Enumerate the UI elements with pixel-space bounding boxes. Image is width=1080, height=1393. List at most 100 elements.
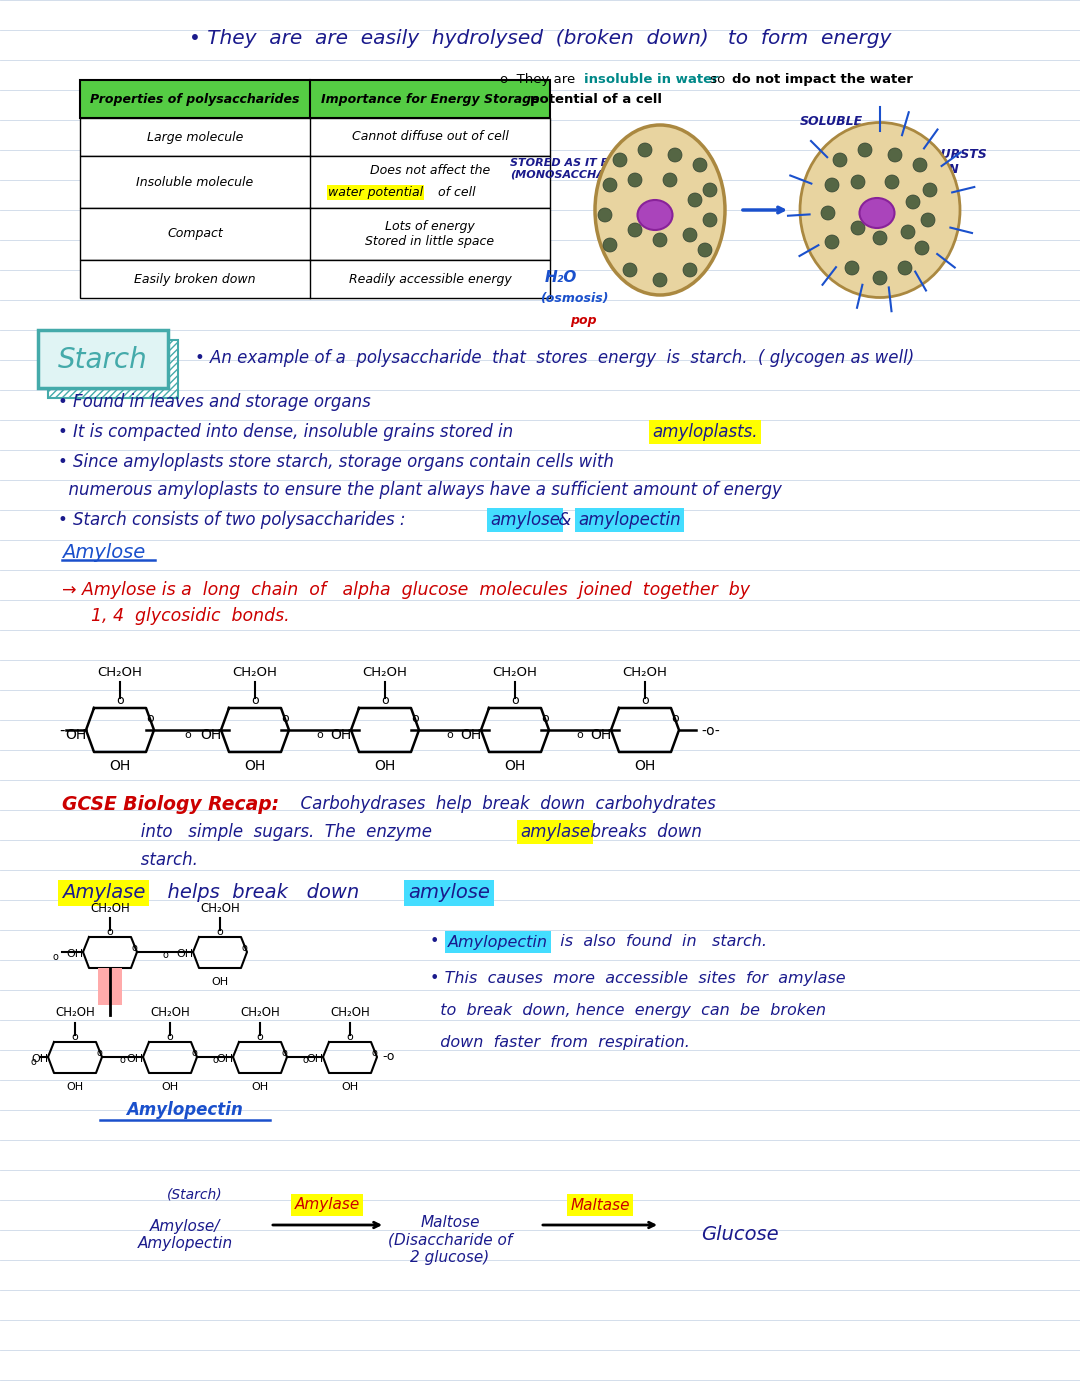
Text: SOLUBLE: SOLUBLE	[800, 116, 863, 128]
Text: Insoluble molecule: Insoluble molecule	[136, 176, 254, 188]
Text: o: o	[302, 1055, 308, 1066]
Text: o: o	[257, 1032, 264, 1042]
Text: OH: OH	[212, 976, 229, 988]
Text: OH: OH	[504, 759, 526, 773]
Text: of cell: of cell	[430, 185, 475, 199]
Text: OH: OH	[67, 949, 83, 958]
Text: o: o	[191, 1048, 197, 1059]
Text: o  They are: o They are	[500, 72, 580, 86]
Text: • An example of a  polysaccharide  that  stores  energy  is  starch.  ( glycogen: • An example of a polysaccharide that st…	[195, 350, 915, 366]
FancyBboxPatch shape	[80, 118, 550, 156]
Text: is  also  found  in   starch.: is also found in starch.	[550, 935, 767, 950]
Text: OH: OH	[201, 729, 221, 742]
Text: Cannot diffuse out of cell: Cannot diffuse out of cell	[352, 131, 509, 143]
Text: o: o	[184, 730, 191, 740]
Text: o: o	[107, 926, 113, 937]
FancyBboxPatch shape	[80, 260, 550, 298]
Text: so: so	[706, 72, 729, 86]
Text: → Amylose is a  long  chain  of   alpha  glucose  molecules  joined  together  b: → Amylose is a long chain of alpha gluco…	[62, 581, 750, 599]
Text: OH: OH	[66, 729, 86, 742]
Circle shape	[627, 173, 642, 187]
Text: CH₂OH: CH₂OH	[363, 666, 407, 678]
Text: Does not affect the: Does not affect the	[369, 164, 490, 177]
Text: water potential: water potential	[328, 185, 423, 199]
Text: o: o	[281, 1048, 287, 1059]
Circle shape	[821, 206, 835, 220]
Text: Amylopectin: Amylopectin	[126, 1100, 243, 1119]
Text: starch.: starch.	[62, 851, 198, 869]
FancyBboxPatch shape	[80, 79, 550, 118]
Text: CH₂OH: CH₂OH	[492, 666, 538, 678]
Text: 1, 4  glycosidic  bonds.: 1, 4 glycosidic bonds.	[80, 607, 289, 625]
Circle shape	[627, 223, 642, 237]
Text: do not impact the water: do not impact the water	[732, 72, 913, 86]
Text: Carbohydrases  help  break  down  carbohydrates: Carbohydrases help break down carbohydra…	[291, 795, 716, 814]
Circle shape	[851, 176, 865, 189]
Circle shape	[921, 213, 935, 227]
Text: OH: OH	[67, 1082, 83, 1092]
Circle shape	[825, 235, 839, 249]
Text: Amylase: Amylase	[62, 883, 146, 903]
Text: OH: OH	[161, 1082, 178, 1092]
Text: Importance for Energy Storage: Importance for Energy Storage	[321, 92, 539, 106]
Text: CH₂OH: CH₂OH	[90, 901, 130, 914]
Text: CH₂OH: CH₂OH	[622, 666, 667, 678]
Text: OH: OH	[176, 949, 193, 958]
Circle shape	[693, 157, 707, 171]
Text: o: o	[166, 1032, 174, 1042]
Text: breaks  down: breaks down	[580, 823, 702, 841]
Text: o: o	[212, 1055, 218, 1066]
Text: amylose: amylose	[490, 511, 561, 529]
Circle shape	[858, 143, 872, 157]
Text: insoluble in water: insoluble in water	[584, 72, 719, 86]
Text: amylase: amylase	[519, 823, 590, 841]
Circle shape	[603, 178, 617, 192]
Text: • Starch consists of two polysaccharides :: • Starch consists of two polysaccharides…	[58, 511, 410, 529]
Text: o: o	[347, 1032, 353, 1042]
Text: OH: OH	[126, 1055, 144, 1064]
Text: OH: OH	[102, 976, 119, 988]
Circle shape	[653, 233, 667, 247]
Text: o: o	[217, 926, 224, 937]
Circle shape	[845, 260, 859, 274]
Text: to  break  down, hence  energy  can  be  broken: to break down, hence energy can be broke…	[430, 1003, 826, 1017]
Text: OH: OH	[244, 759, 266, 773]
Circle shape	[901, 226, 915, 240]
Text: Amylose: Amylose	[62, 542, 145, 561]
Text: o: o	[146, 712, 153, 726]
Text: Amylose/
Amylopectin: Amylose/ Amylopectin	[137, 1219, 232, 1251]
Text: o: o	[447, 730, 454, 740]
Text: CH₂OH: CH₂OH	[200, 901, 240, 914]
Circle shape	[923, 182, 937, 196]
Text: o: o	[52, 951, 58, 963]
Text: -o: -o	[382, 1050, 394, 1063]
Text: o: o	[577, 730, 583, 740]
Text: &: &	[553, 511, 577, 529]
Text: Easily broken down: Easily broken down	[134, 273, 256, 286]
Text: o: o	[162, 950, 167, 960]
Text: • This  causes  more  accessible  sites  for  amylase: • This causes more accessible sites for …	[430, 971, 846, 985]
Text: • Found in leaves and storage organs: • Found in leaves and storage organs	[58, 393, 370, 411]
Circle shape	[873, 231, 887, 245]
Text: o: o	[316, 730, 323, 740]
Circle shape	[703, 213, 717, 227]
Text: Large molecule: Large molecule	[147, 131, 243, 143]
Text: -: -	[59, 723, 65, 738]
Text: o: o	[411, 712, 419, 726]
Text: GCSE Biology Recap:: GCSE Biology Recap:	[62, 794, 279, 814]
Text: o: o	[96, 1048, 102, 1059]
Text: CH₂OH: CH₂OH	[232, 666, 278, 678]
Text: amylose: amylose	[408, 883, 490, 903]
Text: .: .	[480, 883, 486, 903]
Text: o: o	[30, 1057, 36, 1067]
Text: Maltase: Maltase	[570, 1198, 630, 1212]
Circle shape	[885, 176, 899, 189]
Text: OH: OH	[31, 1055, 49, 1064]
Text: down  faster  from  respiration.: down faster from respiration.	[430, 1035, 690, 1049]
Circle shape	[653, 273, 667, 287]
Text: Readily accessible energy: Readily accessible energy	[349, 273, 511, 286]
Circle shape	[613, 153, 627, 167]
FancyBboxPatch shape	[80, 156, 550, 208]
Circle shape	[663, 173, 677, 187]
Text: o: o	[671, 712, 679, 726]
